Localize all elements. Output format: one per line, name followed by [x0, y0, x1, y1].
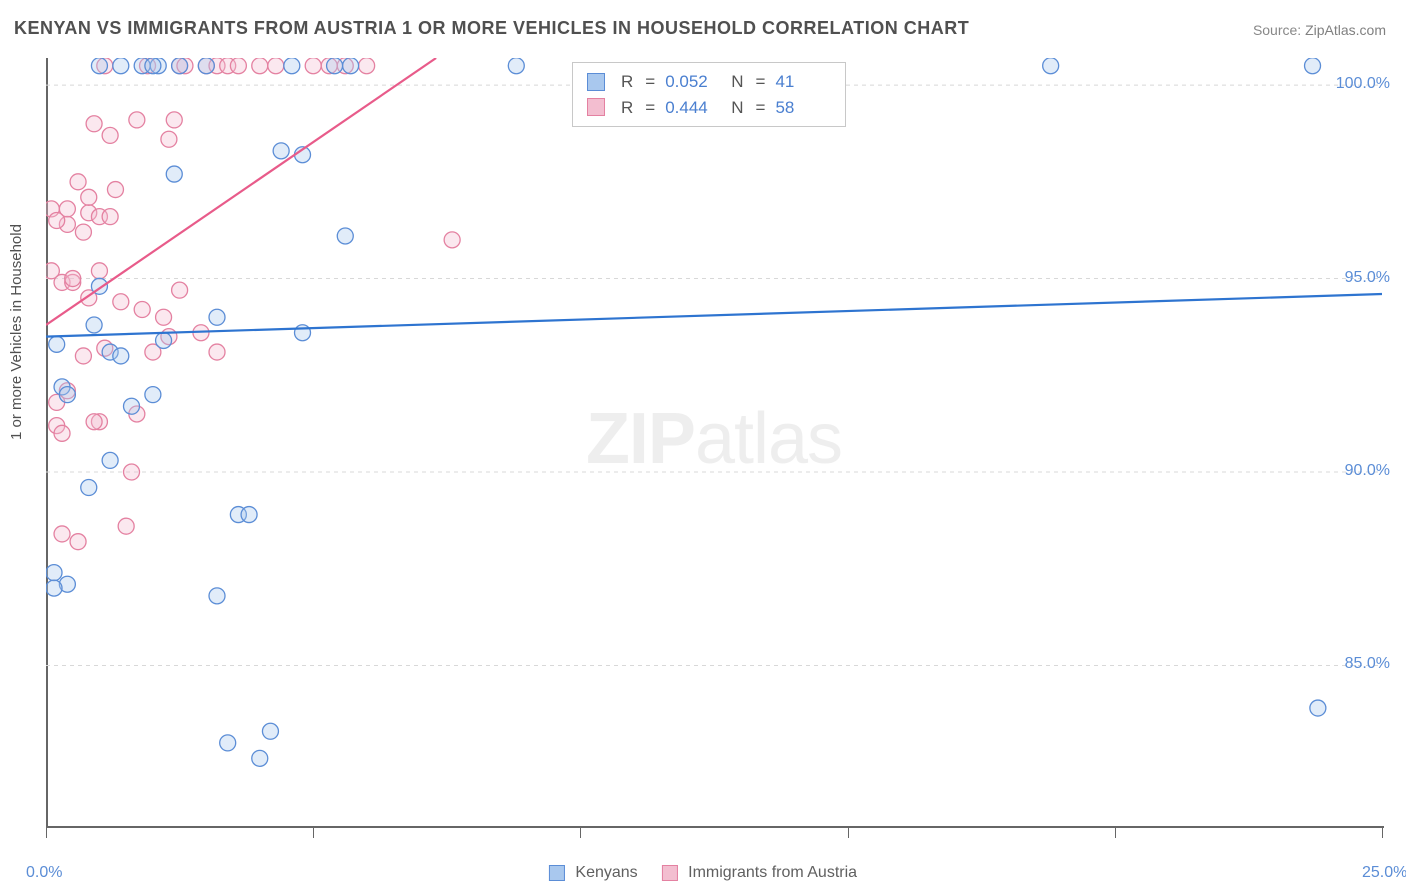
x-tick-mark: [1115, 828, 1116, 838]
source-value: ZipAtlas.com: [1305, 22, 1386, 38]
source-label: Source:: [1253, 22, 1301, 38]
r-label: R: [621, 69, 633, 95]
x-tick-label: 25.0%: [1362, 864, 1406, 882]
swatch-austria: [587, 98, 605, 116]
legend-swatch-austria: [662, 865, 678, 881]
x-tick-mark: [313, 828, 314, 838]
r-value-austria: 0.444: [665, 95, 721, 121]
source-attribution: Source: ZipAtlas.com: [1253, 22, 1386, 38]
x-tick-label: 0.0%: [26, 864, 62, 882]
plot-area: ZIPatlas: [46, 58, 1382, 828]
y-tick-label: 95.0%: [1345, 269, 1390, 287]
legend-swatch-kenyans: [549, 865, 565, 881]
legend-label-kenyans: Kenyans: [575, 864, 637, 881]
x-tick-mark: [848, 828, 849, 838]
correlation-legend: R = 0.052 N = 41 R = 0.444 N = 58: [572, 62, 846, 127]
x-tick-mark: [1382, 828, 1383, 838]
x-tick-mark: [46, 828, 47, 838]
n-label: N: [731, 69, 743, 95]
chart-container: KENYAN VS IMMIGRANTS FROM AUSTRIA 1 OR M…: [0, 0, 1406, 892]
legend-label-austria: Immigrants from Austria: [688, 864, 857, 881]
y-tick-label: 85.0%: [1345, 655, 1390, 673]
scatter-svg: [46, 58, 1382, 828]
legend-item-austria: Immigrants from Austria: [662, 864, 857, 882]
y-tick-label: 90.0%: [1345, 462, 1390, 480]
y-tick-label: 100.0%: [1336, 75, 1390, 93]
legend-item-kenyans: Kenyans: [549, 864, 638, 882]
series-legend: Kenyans Immigrants from Austria: [549, 864, 857, 882]
n-value-austria: 58: [775, 95, 831, 121]
y-axis-label: 1 or more Vehicles in Household: [8, 224, 25, 440]
n-value-kenyans: 41: [775, 69, 831, 95]
swatch-kenyans: [587, 73, 605, 91]
chart-title: KENYAN VS IMMIGRANTS FROM AUSTRIA 1 OR M…: [14, 18, 969, 39]
r-value-kenyans: 0.052: [665, 69, 721, 95]
x-tick-mark: [580, 828, 581, 838]
correlation-row-austria: R = 0.444 N = 58: [587, 95, 831, 121]
correlation-row-kenyans: R = 0.052 N = 41: [587, 69, 831, 95]
